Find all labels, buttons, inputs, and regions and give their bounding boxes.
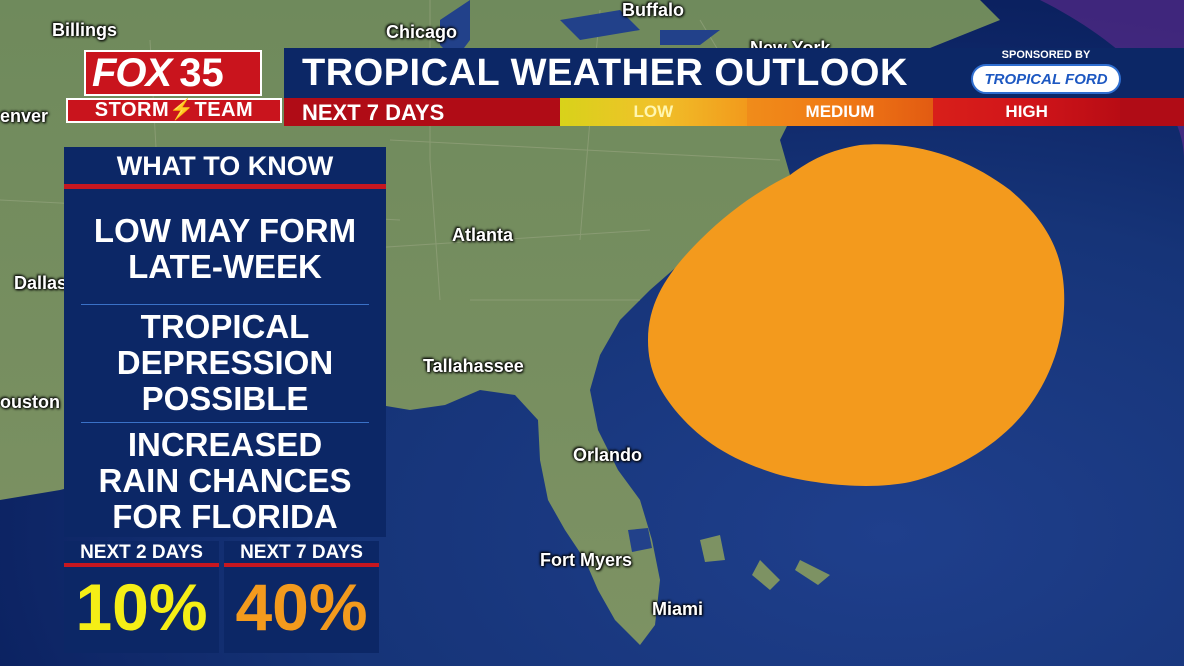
point-rain-chances: INCREASED RAIN CHANCES FOR FLORIDA bbox=[64, 423, 386, 535]
page-title: TROPICAL WEATHER OUTLOOK bbox=[302, 52, 908, 94]
point-low-may-form: LOW MAY FORM LATE-WEEK bbox=[64, 189, 386, 304]
stat-next-2-days: NEXT 2 DAYS 10% bbox=[64, 541, 219, 653]
stat-value: 10% bbox=[75, 570, 208, 644]
point-line: INCREASED bbox=[127, 426, 323, 463]
city-dallas: Dallas bbox=[14, 273, 68, 293]
point-line: POSSIBLE bbox=[141, 380, 309, 417]
stat-next-7-days: NEXT 7 DAYS 40% bbox=[224, 541, 379, 653]
outlook-area-medium bbox=[648, 144, 1065, 486]
divider bbox=[81, 422, 369, 423]
risk-medium: MEDIUM bbox=[746, 98, 934, 126]
city-chicago: Chicago bbox=[386, 22, 458, 42]
logo-number: 35 bbox=[179, 50, 224, 95]
panel-heading: WHAT TO KNOW bbox=[64, 147, 386, 189]
point-line: RAIN CHANCES bbox=[98, 462, 352, 499]
point-line: TROPICAL bbox=[140, 308, 310, 345]
risk-low: LOW bbox=[560, 98, 747, 126]
sponsor: SPONSORED BY TROPICAL FORD bbox=[966, 49, 1126, 97]
city-billings: Billings bbox=[52, 20, 118, 40]
great-lakes bbox=[440, 0, 720, 60]
point-line: DEPRESSION bbox=[116, 344, 334, 381]
city-miami: Miami bbox=[652, 599, 704, 619]
city-buffalo: Buffalo bbox=[622, 0, 684, 20]
city-houston: ouston bbox=[0, 392, 60, 412]
city-denver: enver bbox=[0, 106, 49, 126]
globe-edge bbox=[1040, 0, 1184, 160]
sponsor-label: SPONSORED BY bbox=[1001, 49, 1091, 61]
city-fort-myers: Fort Myers bbox=[540, 550, 633, 570]
point-line: FOR FLORIDA bbox=[112, 498, 338, 535]
what-to-know-panel: WHAT TO KNOW LOW MAY FORM LATE-WEEK TROP… bbox=[64, 147, 386, 537]
divider bbox=[81, 304, 369, 305]
logo-brand: FOX bbox=[92, 50, 172, 95]
subtitle: NEXT 7 DAYS bbox=[302, 100, 445, 125]
stat-label: NEXT 2 DAYS bbox=[64, 541, 219, 567]
bahamas bbox=[700, 535, 830, 590]
subtitle-bar: NEXT 7 DAYS LOW MEDIUM HIGH bbox=[284, 98, 1184, 126]
point-tropical-depression: TROPICAL DEPRESSION POSSIBLE bbox=[64, 305, 386, 422]
storm-team-logo: STORM⚡TEAM bbox=[66, 98, 282, 123]
city-tallahassee: Tallahassee bbox=[423, 356, 524, 376]
sponsor-logo: TROPICAL FORD bbox=[971, 64, 1121, 94]
risk-scale: LOW MEDIUM HIGH bbox=[560, 98, 1121, 126]
stat-value: 40% bbox=[235, 570, 368, 644]
stat-label: NEXT 7 DAYS bbox=[224, 541, 379, 567]
point-line: LATE-WEEK bbox=[128, 248, 322, 285]
station-logo: FOX 35 STORM⚡TEAM bbox=[62, 48, 284, 126]
lake-okeechobee bbox=[628, 528, 652, 552]
point-line: LOW MAY FORM bbox=[93, 212, 357, 249]
fox35-logo: FOX 35 bbox=[84, 50, 262, 96]
city-orlando: Orlando bbox=[573, 445, 643, 465]
city-atlanta: Atlanta bbox=[452, 225, 514, 245]
risk-high: HIGH bbox=[933, 98, 1121, 126]
